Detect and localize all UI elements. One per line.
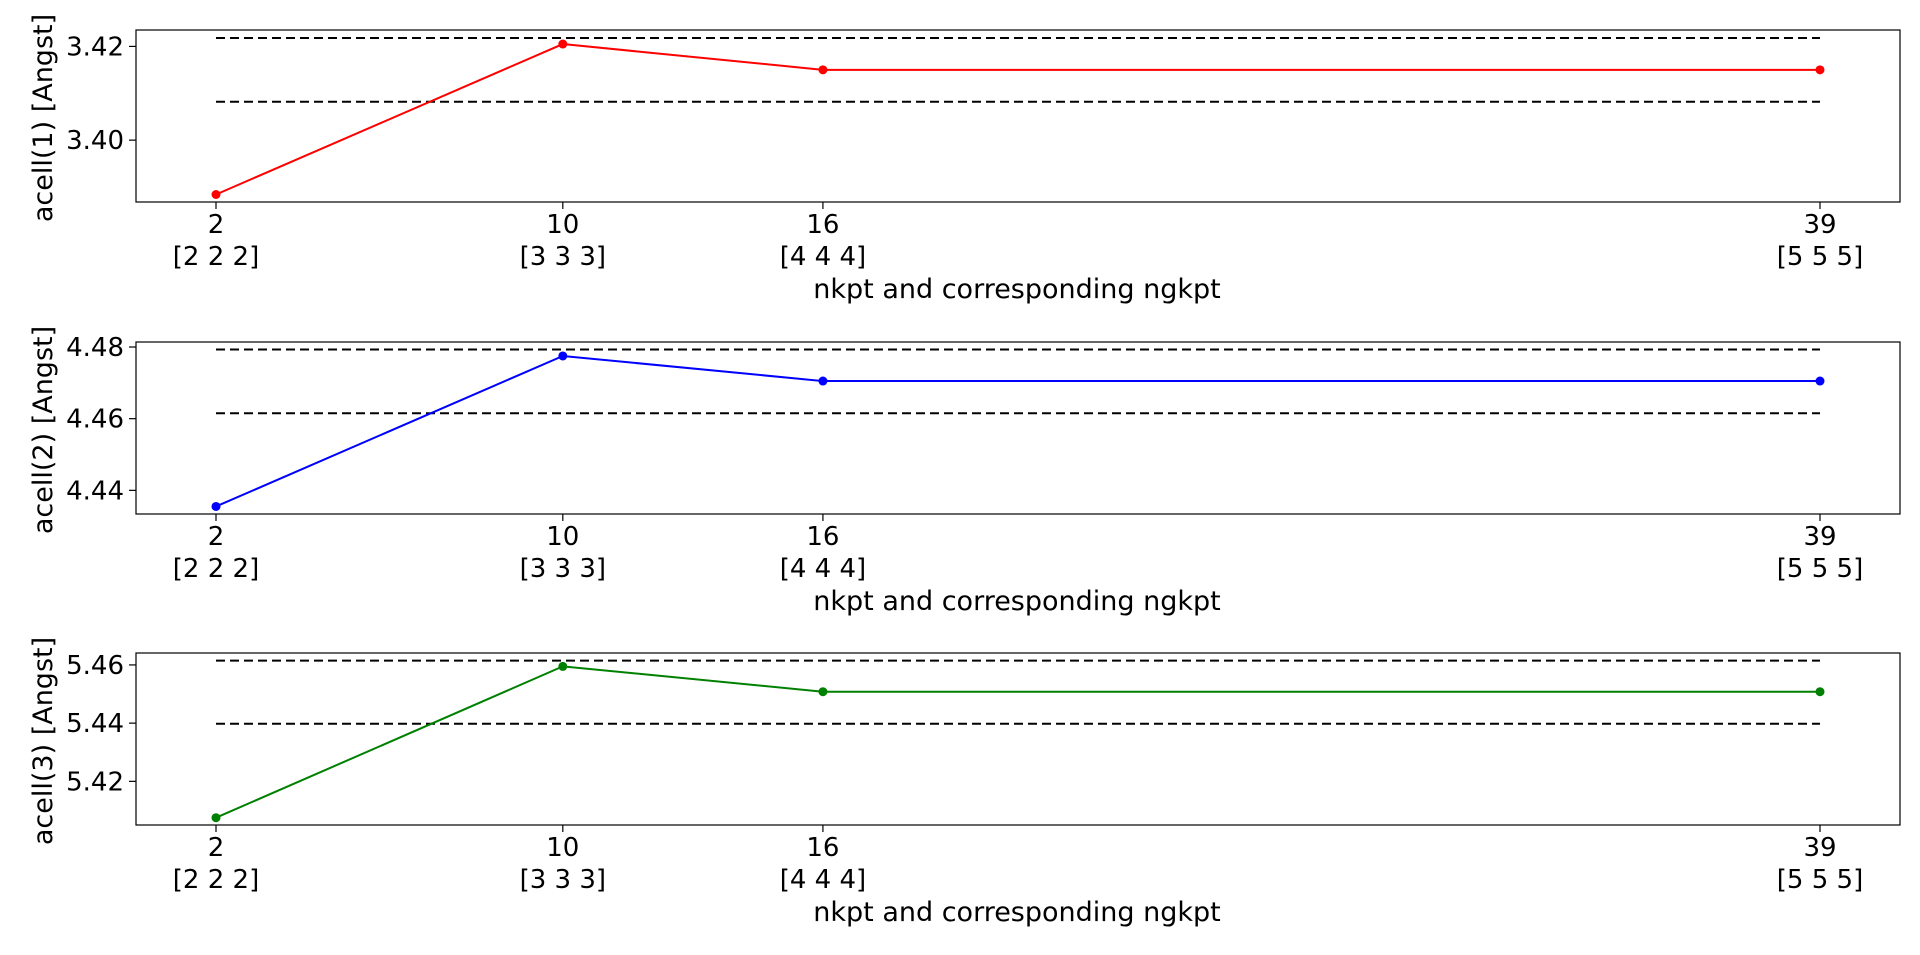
x-tick-label: 39 (1803, 522, 1836, 552)
x-axis-title: nkpt and corresponding ngkpt (813, 274, 1220, 305)
x-tick-label: 16 (806, 833, 839, 863)
x-tick-label: 2 (208, 833, 225, 863)
data-point (211, 190, 221, 200)
ngkpt-label: [4 4 4] (780, 865, 866, 895)
data-point (558, 351, 568, 361)
x-axis-title: nkpt and corresponding ngkpt (813, 586, 1220, 617)
x-axis-title: nkpt and corresponding ngkpt (813, 897, 1220, 928)
data-point (1815, 687, 1825, 697)
plot-frame (135, 29, 1901, 203)
data-point (818, 65, 828, 75)
x-tick-label: 10 (546, 833, 579, 863)
ngkpt-label: [5 5 5] (1777, 554, 1863, 584)
x-tick-label: 10 (546, 522, 579, 552)
y-tick-label: 5.46 (66, 651, 124, 681)
data-point (818, 687, 828, 697)
series-line (215, 43, 1820, 196)
x-tick-label: 39 (1803, 833, 1836, 863)
data-point (211, 813, 221, 823)
y-tick-label: 3.42 (66, 32, 124, 62)
y-tick-label: 4.46 (66, 405, 124, 435)
ngkpt-label: [2 2 2] (173, 242, 259, 272)
data-point (1815, 65, 1825, 75)
y-tick-label: 5.42 (66, 767, 124, 797)
y-tick-label: 4.44 (66, 476, 124, 506)
y-axis-title: acell(3) [Angst] (28, 637, 59, 845)
ngkpt-label: [3 3 3] (520, 865, 606, 895)
y-axis-title: acell(1) [Angst] (28, 14, 59, 222)
series-line (215, 665, 1820, 819)
ngkpt-label: [3 3 3] (520, 242, 606, 272)
ngkpt-label: [5 5 5] (1777, 242, 1863, 272)
ngkpt-label: [2 2 2] (173, 554, 259, 584)
x-tick-label: 16 (806, 210, 839, 240)
data-point (558, 661, 568, 671)
data-point (558, 39, 568, 49)
x-tick-label: 16 (806, 522, 839, 552)
x-tick-label: 39 (1803, 210, 1836, 240)
data-point (1815, 376, 1825, 386)
ngkpt-label: [4 4 4] (780, 242, 866, 272)
ngkpt-label: [2 2 2] (173, 865, 259, 895)
y-tick-label: 5.44 (66, 709, 124, 739)
x-tick-label: 2 (208, 210, 225, 240)
x-tick-label: 2 (208, 522, 225, 552)
ngkpt-label: [3 3 3] (520, 554, 606, 584)
panel-1: 2[2 2 2] 10[3 3 3] 16[4 4 4] 39[5 5 5] 3.40 3… (28, 14, 1901, 305)
panel-3: 2[2 2 2] 10[3 3 3] 16[4 4 4] 39[5 5 5] 5.42 5… (28, 637, 1901, 928)
plot-frame (135, 341, 1901, 515)
data-point (818, 376, 828, 386)
data-point (211, 501, 221, 511)
y-tick-label: 4.48 (66, 333, 124, 363)
panel-2: 2[2 2 2] 10[3 3 3] 16[4 4 4] 39[5 5 5] 4.44 4… (28, 326, 1901, 617)
ngkpt-label: [5 5 5] (1777, 865, 1863, 895)
ngkpt-label: [4 4 4] (780, 554, 866, 584)
plot-frame (135, 652, 1901, 826)
x-tick-label: 10 (546, 210, 579, 240)
y-tick-label: 3.40 (66, 126, 124, 156)
y-axis-title: acell(2) [Angst] (28, 326, 59, 534)
series-line (215, 354, 1820, 508)
